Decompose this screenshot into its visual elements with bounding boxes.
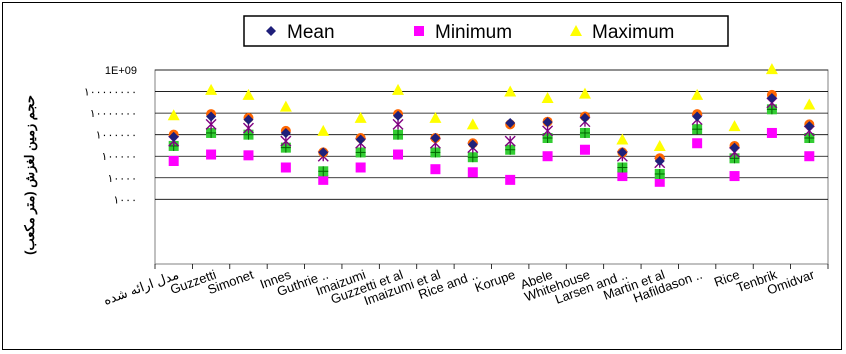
- mean-marker: [617, 147, 628, 158]
- maximum-marker: [504, 85, 517, 97]
- maximum-marker: [279, 100, 292, 112]
- y-tick-label: ۱۰۰۰۰: [107, 173, 137, 185]
- maximum-marker: [578, 87, 591, 99]
- plot-area: [154, 69, 829, 265]
- mean-marker: [542, 117, 553, 128]
- mean-marker: [243, 114, 254, 125]
- minimum-marker: [729, 171, 740, 182]
- maximum-marker: [691, 88, 704, 100]
- star-marker: [542, 125, 554, 137]
- plus-square-marker: [505, 144, 516, 155]
- minimum-marker: [505, 174, 516, 185]
- plus-square-marker: [467, 152, 478, 163]
- data-markers: [167, 63, 816, 187]
- y-tick-label: ۱۰۰۰۰۰۰: [96, 130, 137, 142]
- star-marker: [392, 118, 404, 130]
- y-tick-label: ۱۰۰۰۰۰۰۰۰: [84, 87, 137, 99]
- minimum-marker: [579, 144, 590, 155]
- plus-square-marker: [617, 162, 628, 173]
- mean-marker: [206, 111, 217, 122]
- legend-minimum-label: Minimum: [435, 22, 512, 43]
- minimum-marker: [542, 151, 553, 162]
- minimum-marker: [355, 162, 366, 173]
- plus-square-marker: [430, 147, 441, 158]
- mean-marker: [467, 139, 478, 150]
- maximum-marker: [728, 120, 741, 132]
- x-category-label: Korupe: [473, 267, 518, 295]
- maximum-marker: [392, 83, 405, 95]
- mean-marker: [505, 117, 516, 128]
- minimum-marker: [393, 149, 404, 160]
- minimum-marker: [692, 138, 703, 149]
- minimum-marker: [243, 150, 254, 161]
- legend-maximum-label: Maximum: [592, 22, 674, 43]
- maximum-marker: [616, 133, 629, 145]
- y-tick-label: ۱۰۰۰: [113, 194, 137, 206]
- maximum-marker: [541, 92, 554, 104]
- mean-marker: [280, 127, 291, 138]
- mean-marker: [393, 110, 404, 121]
- mean-marker: [579, 112, 590, 123]
- maximum-marker: [466, 118, 479, 130]
- legend-maximum-marker: [570, 25, 582, 36]
- mean-marker: [430, 133, 441, 144]
- maximum-marker: [803, 98, 816, 110]
- legend-mean-label: Mean: [287, 22, 335, 43]
- maximum-marker: [653, 139, 666, 151]
- y-axis-label: حجم زمین لغزش (متر مکعب): [22, 95, 38, 255]
- minimum-marker: [467, 167, 478, 178]
- legend-minimum-marker: [414, 26, 424, 36]
- mean-marker: [318, 147, 329, 158]
- mean-marker: [766, 93, 777, 104]
- mean-marker: [804, 121, 815, 132]
- y-axis-tick-labels: 1E+09 ۱۰۰۰۰۰۰۰۰ ۱۰۰۰۰۰۰۰ ۱۰۰۰۰۰۰ ۱۰۰۰۰۰ ۱۰۰۰۰…: [84, 65, 137, 206]
- plus-square-marker: [393, 129, 404, 140]
- mean-marker: [692, 111, 703, 122]
- minimum-marker: [168, 156, 179, 167]
- minimum-marker: [430, 164, 441, 175]
- maximum-marker: [242, 88, 255, 100]
- gridlines: [154, 69, 829, 269]
- y-tick-label: ۱۰۰۰۰۰: [102, 151, 137, 163]
- plus-square-marker: [355, 147, 366, 158]
- maximum-marker: [205, 83, 218, 95]
- legend: Mean Minimum Maximum: [243, 15, 729, 47]
- plus-square-marker: [692, 124, 703, 135]
- plus-square-marker: [579, 127, 590, 138]
- maximum-marker: [317, 124, 330, 136]
- maximum-marker: [354, 111, 367, 123]
- legend-mean-marker: [266, 26, 276, 36]
- mean-marker: [355, 134, 366, 145]
- maximum-marker: [167, 109, 180, 121]
- minimum-marker: [206, 149, 217, 160]
- plus-square-marker: [654, 168, 665, 179]
- minimum-marker: [766, 127, 777, 138]
- mean-marker: [168, 131, 179, 142]
- y-tick-label: ۱۰۰۰۰۰۰۰: [90, 108, 137, 120]
- mean-marker: [654, 156, 665, 167]
- minimum-marker: [617, 171, 628, 182]
- maximum-marker: [765, 63, 778, 75]
- minimum-marker: [654, 176, 665, 187]
- plus-square-marker: [318, 166, 329, 177]
- y-tick-label: 1E+09: [105, 65, 137, 77]
- star-marker: [504, 135, 516, 147]
- legend-box: [243, 15, 729, 47]
- star-marker: [242, 122, 254, 134]
- maximum-marker: [429, 111, 442, 123]
- mean-marker: [729, 142, 740, 153]
- minimum-marker: [280, 162, 291, 173]
- minimum-marker: [318, 174, 329, 185]
- minimum-marker: [804, 151, 815, 162]
- plus-square-marker: [206, 127, 217, 138]
